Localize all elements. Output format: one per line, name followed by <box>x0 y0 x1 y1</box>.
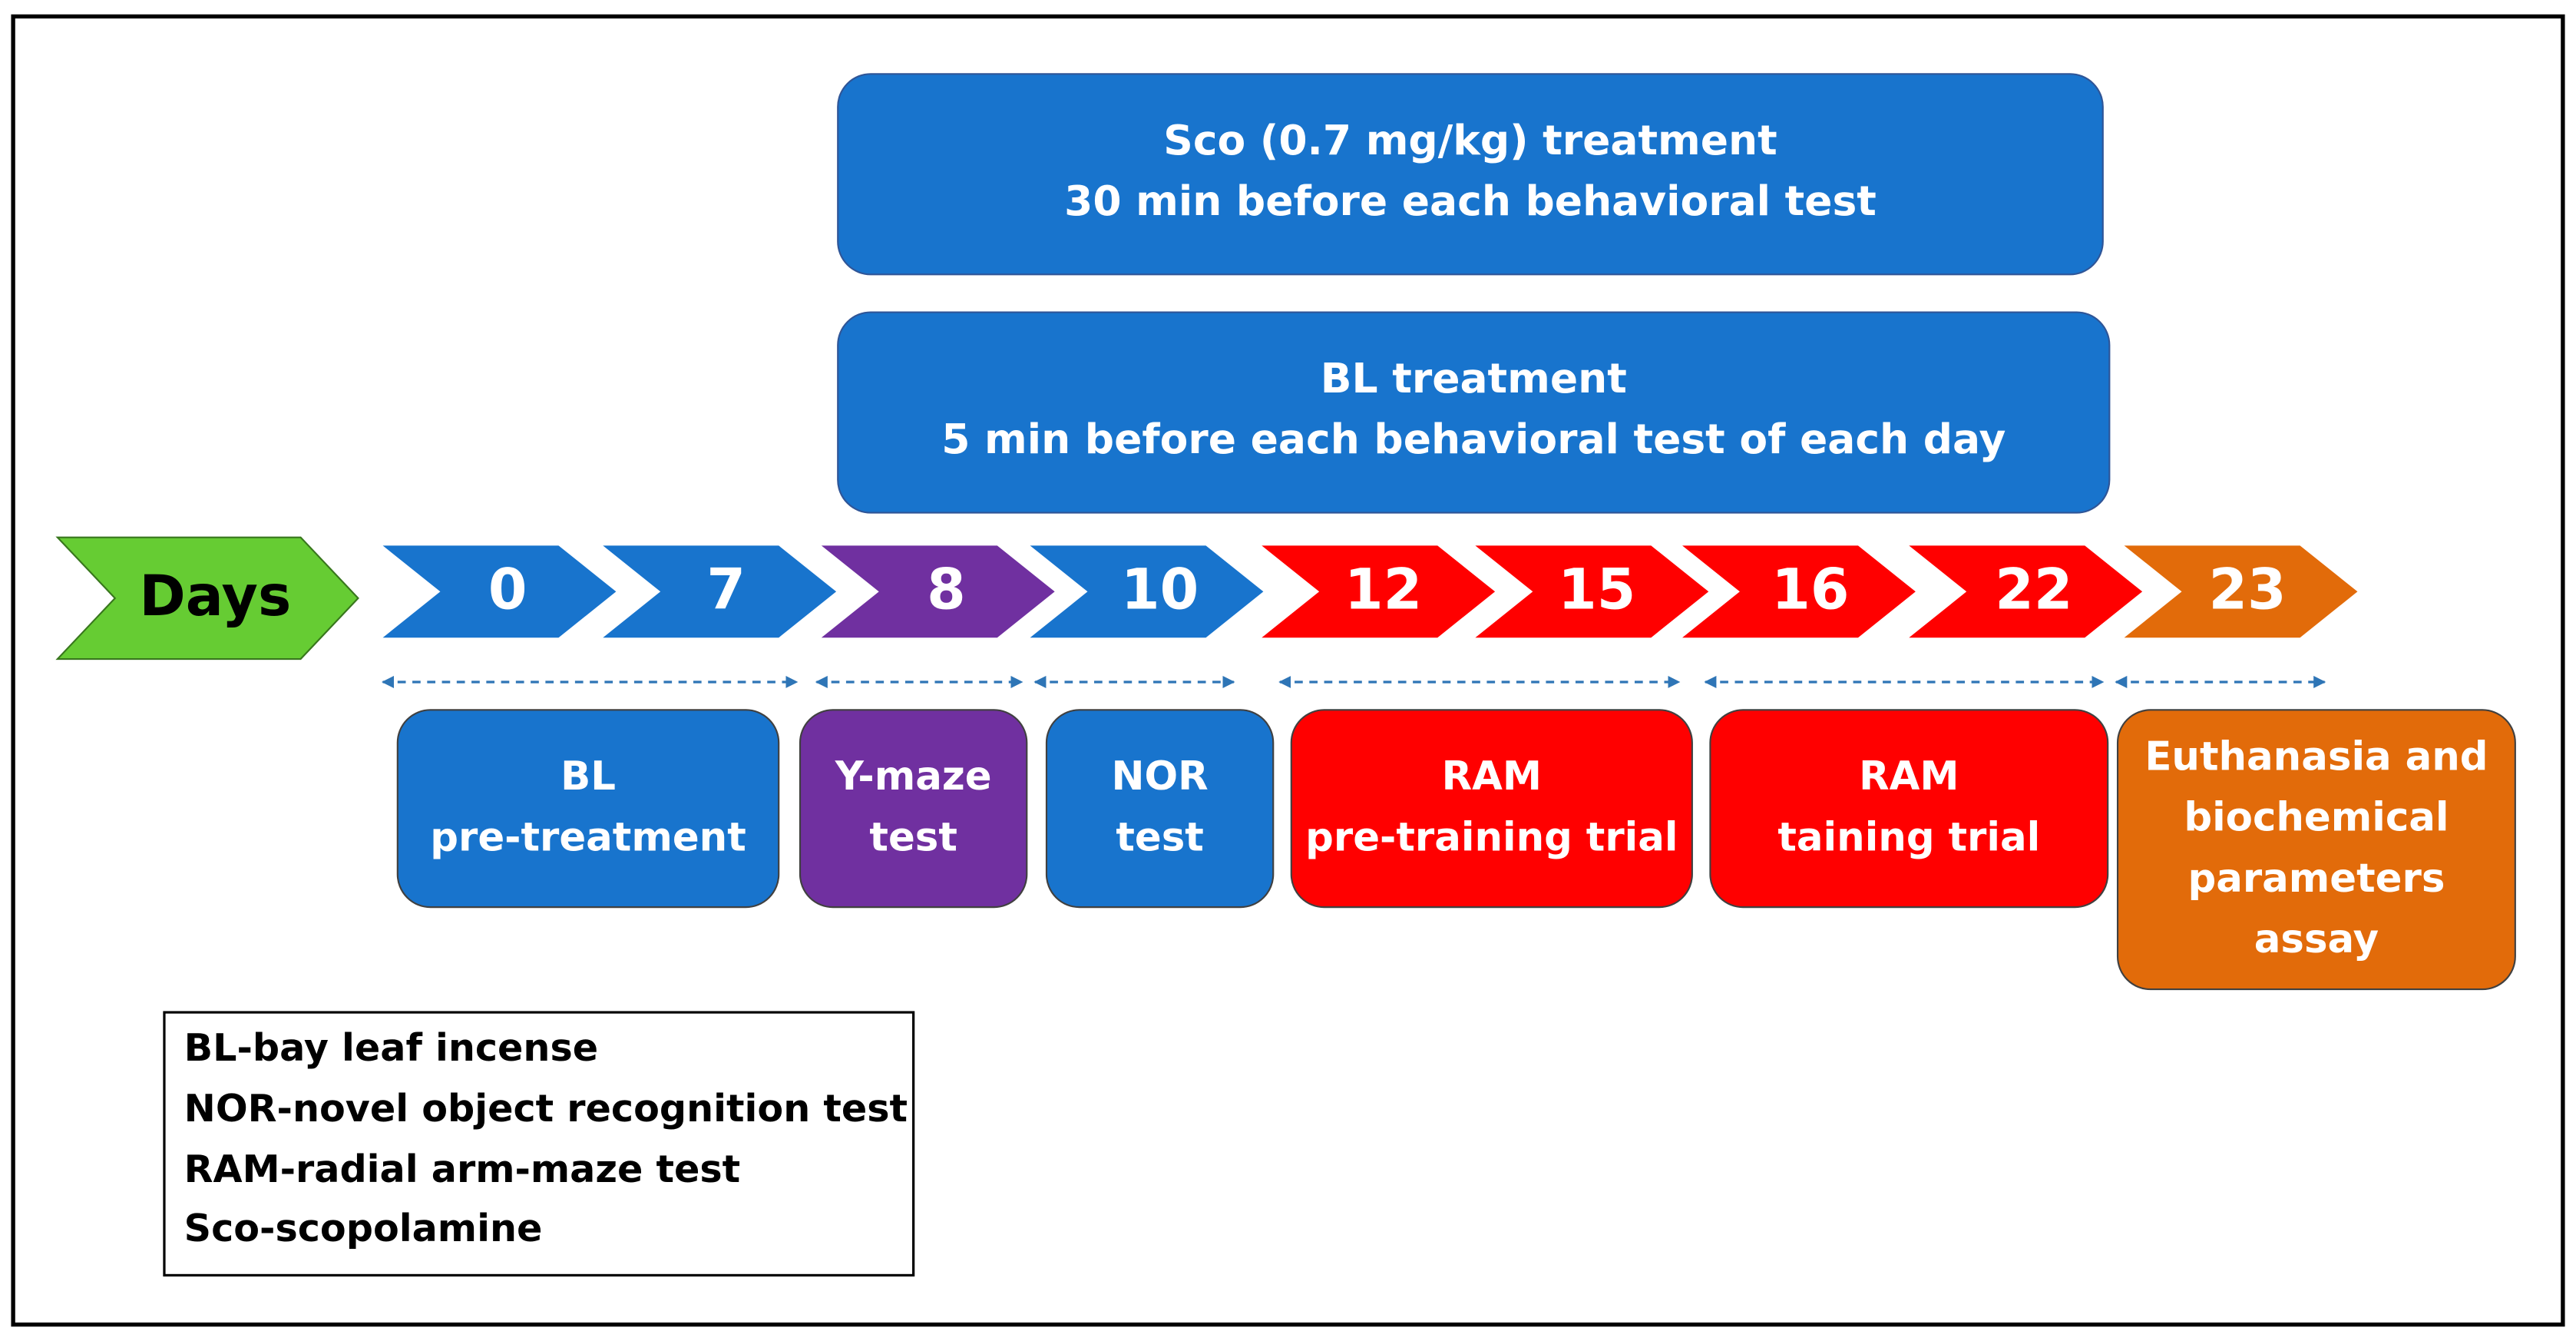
phase-text: assay <box>2254 916 2379 962</box>
treatment-box <box>837 311 2111 514</box>
legend-text: BL-bay leaf incense <box>184 1025 598 1070</box>
phase-text: Y-maze <box>835 753 992 800</box>
day-chevron <box>603 545 837 638</box>
day-chevron <box>1262 545 1496 638</box>
days-label: Days <box>139 564 291 629</box>
phase-box <box>2116 709 2516 991</box>
phase-text: parameters <box>2187 856 2445 902</box>
days-arrow <box>55 536 359 661</box>
day-number: 15 <box>1558 557 1635 622</box>
phase-text: pre-treatment <box>430 814 746 860</box>
treatment-box <box>837 73 2104 276</box>
day-chevron <box>1909 545 2143 638</box>
day-chevron <box>382 545 617 638</box>
phase-text: NOR <box>1112 753 1209 800</box>
phase-box <box>799 709 1028 909</box>
day-chevron <box>1030 545 1264 638</box>
day-number: 0 <box>488 557 527 622</box>
phase-text: RAM <box>1442 753 1542 800</box>
phase-box <box>1045 709 1275 909</box>
treatment-text: Sco (0.7 mg/kg) treatment <box>1163 116 1777 164</box>
day-chevron <box>1682 545 1916 638</box>
phase-text: biochemical <box>2184 795 2449 841</box>
phase-text: pre-training trial <box>1305 814 1678 860</box>
phase-text: test <box>1116 814 1203 860</box>
phase-text: test <box>869 814 957 860</box>
day-number: 8 <box>927 557 966 622</box>
phase-box <box>1709 709 2109 909</box>
legend-text: Sco-scopolamine <box>184 1206 543 1250</box>
treatment-text: 5 min before each behavioral test of eac… <box>941 415 2006 463</box>
day-number: 22 <box>1995 557 2072 622</box>
phase-text: RAM <box>1859 753 1959 800</box>
day-number: 7 <box>706 557 746 622</box>
day-number: 12 <box>1344 557 1422 622</box>
day-number: 10 <box>1121 557 1199 622</box>
phase-box <box>1290 709 1693 909</box>
phase-text: BL <box>561 753 616 800</box>
legend-text: RAM-radial arm-maze test <box>184 1147 741 1191</box>
day-chevron <box>2124 545 2358 638</box>
day-number: 23 <box>2208 557 2286 622</box>
legend-text: NOR-novel object recognition test <box>184 1086 908 1131</box>
phase-text: taining trial <box>1777 814 2040 860</box>
treatment-text: BL treatment <box>1321 354 1627 402</box>
phase-text: Euthanasia and <box>2144 734 2488 780</box>
day-number: 16 <box>1771 557 1849 622</box>
phase-box <box>396 709 780 909</box>
day-chevron <box>1475 545 1709 638</box>
day-chevron <box>821 545 1055 638</box>
treatment-text: 30 min before each behavioral test <box>1064 177 1877 225</box>
legend-box <box>163 1011 915 1277</box>
